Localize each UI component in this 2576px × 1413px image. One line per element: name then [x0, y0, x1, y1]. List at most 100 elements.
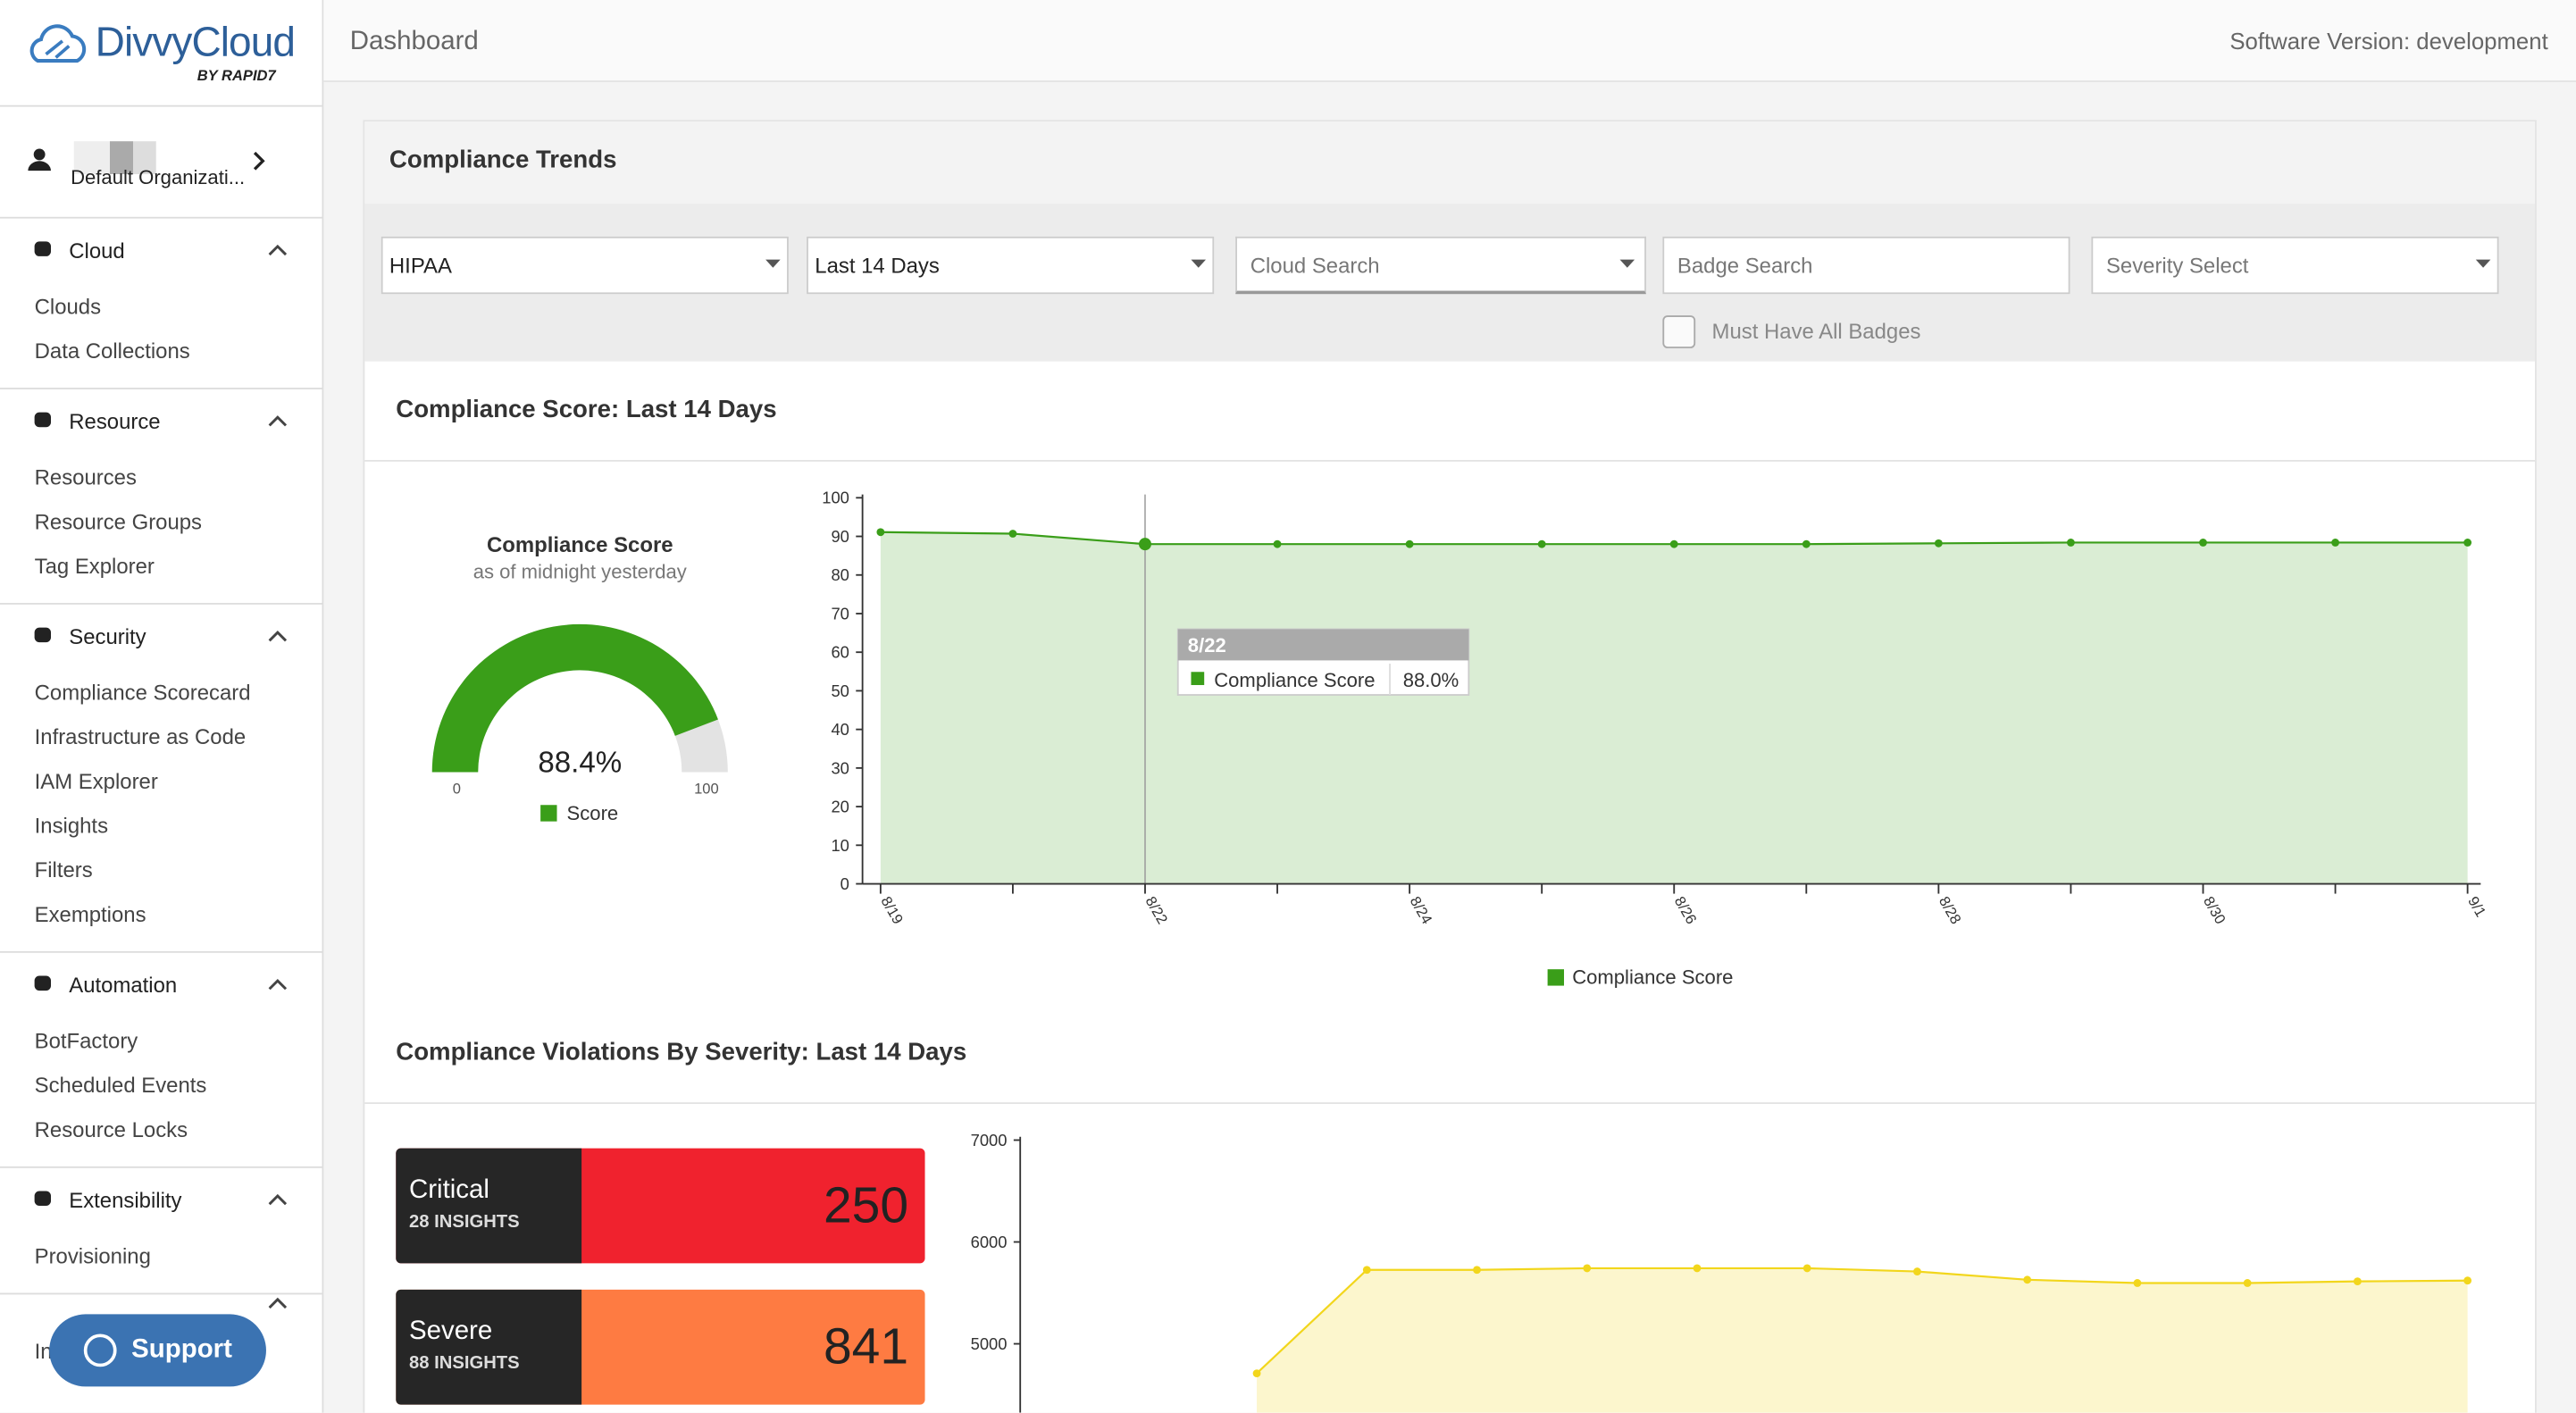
area-fill: [880, 531, 2468, 884]
x-tick-label: 9/1: [2464, 893, 2489, 919]
section-icon: [34, 241, 52, 256]
point: [1693, 1264, 1702, 1273]
nav-item[interactable]: IAM Explorer: [34, 768, 158, 794]
y-tick-label: 20: [831, 798, 849, 816]
nav-item[interactable]: Resources: [34, 464, 137, 490]
nav-item[interactable]: Insights: [34, 813, 109, 839]
nav-item[interactable]: Provisioning: [34, 1243, 151, 1268]
section-chevron: [268, 1297, 288, 1309]
nav-item[interactable]: Infrastructure as Code: [34, 724, 247, 749]
tooltip-swatch: [1191, 672, 1205, 685]
section-title[interactable]: Resource: [69, 408, 161, 434]
point: [1473, 1266, 1481, 1275]
org-chevron[interactable]: [251, 151, 267, 171]
filter-cloud[interactable]: Cloud Search: [1235, 236, 1646, 295]
nav-item[interactable]: Clouds: [34, 294, 102, 319]
header-bar: [323, 0, 2576, 82]
y-tick-label: 6000: [971, 1233, 1008, 1251]
y-tick-label: 60: [831, 643, 849, 662]
dropdown-caret: [2475, 259, 2491, 268]
section-title[interactable]: Cloud: [69, 238, 125, 263]
nav-item[interactable]: Resource Groups: [34, 509, 203, 534]
user-icon: [28, 148, 52, 171]
area-fill: [1257, 1267, 2468, 1413]
tooltip-value: 88.0%: [1403, 669, 1459, 691]
point: [1802, 539, 1811, 548]
severity-insights: 88 INSIGHTS: [408, 1353, 520, 1374]
nav-item[interactable]: Filters: [34, 857, 93, 882]
sidebar-divider: [0, 388, 322, 389]
point: [2331, 539, 2339, 547]
point: [2067, 539, 2075, 547]
gauge-fill: [431, 623, 718, 773]
support-button[interactable]: Support: [49, 1314, 266, 1387]
legend-swatch: [540, 805, 557, 822]
nav-item[interactable]: Resource Locks: [34, 1116, 188, 1142]
y-tick-label: 7000: [971, 1131, 1008, 1150]
nav-item[interactable]: Compliance Scorecard: [34, 680, 251, 706]
point: [876, 528, 885, 537]
sidebar: [0, 0, 324, 1413]
section-title[interactable]: Automation: [69, 972, 178, 998]
section-title: Compliance Score: Last 14 Days: [396, 396, 777, 424]
legend-label: Score: [567, 802, 619, 824]
nav-item[interactable]: BotFactory: [34, 1028, 138, 1053]
filter-framework[interactable]: HIPAA: [381, 236, 789, 295]
gauge-min: 0: [453, 780, 461, 797]
line: [1256, 1267, 2468, 1375]
x-tick-label: 8/22: [1142, 893, 1172, 926]
section-title[interactable]: Security: [69, 623, 146, 649]
section-title[interactable]: Extensibility: [69, 1187, 182, 1213]
section-icon: [34, 412, 52, 428]
dropdown-caret: [1619, 259, 1635, 268]
severity-label-bg: [396, 1289, 582, 1405]
point: [2023, 1275, 2032, 1284]
organization: Default Organizati...: [71, 165, 246, 189]
y-tick-label: 0: [841, 874, 849, 893]
checkbox[interactable]: [1662, 315, 1696, 348]
y-tick-label: 40: [831, 720, 849, 739]
point: [1273, 539, 1282, 548]
section-chevron: [268, 1193, 288, 1206]
nav-item[interactable]: Tag Explorer: [34, 553, 155, 579]
dropdown-caret: [765, 259, 781, 268]
section-chevron: [268, 978, 288, 991]
nav-item[interactable]: Data Collections: [34, 338, 190, 364]
x-tick-label: 8/19: [877, 893, 907, 926]
x-tick-label: 8/28: [1936, 893, 1965, 926]
y-tick-label: 30: [831, 758, 849, 777]
severity-name: Critical: [408, 1175, 489, 1205]
y-tick-label: 50: [831, 681, 849, 700]
gauge-title: Compliance Score: [487, 533, 673, 557]
point: [1802, 1264, 1811, 1273]
filter-badge[interactable]: Badge Search: [1662, 236, 2070, 295]
y-tick-label: 70: [831, 604, 849, 623]
legend-label: Compliance Score: [1572, 966, 1733, 989]
point: [1934, 539, 1943, 548]
y-tick-label: 90: [831, 527, 849, 546]
nav-item[interactable]: Exemptions: [34, 901, 146, 927]
sidebar-divider: [0, 950, 322, 953]
nav-item[interactable]: Scheduled Events: [34, 1073, 207, 1098]
point: [1669, 539, 1678, 548]
point: [1362, 1266, 1371, 1275]
x-tick-label: 8/30: [2200, 893, 2229, 926]
section-chevron: [268, 631, 288, 642]
y-tick-label: 5000: [971, 1334, 1008, 1353]
point: [2133, 1279, 2142, 1287]
gauge-subtitle: as of midnight yesterday: [473, 560, 687, 582]
legend-swatch: [1547, 969, 1565, 986]
filter-range[interactable]: Last 14 Days: [807, 236, 1215, 295]
point: [2243, 1279, 2252, 1287]
panel-title: Compliance Trends: [389, 146, 617, 174]
point: [2353, 1277, 2362, 1286]
point: [1252, 1369, 1261, 1378]
x-tick-label: 8/24: [1407, 893, 1436, 926]
point: [1537, 539, 1546, 548]
filter-severity[interactable]: Severity Select: [2091, 236, 2499, 295]
support-icon: [83, 1334, 117, 1367]
section-chevron: [268, 415, 288, 427]
point: [1008, 530, 1017, 538]
